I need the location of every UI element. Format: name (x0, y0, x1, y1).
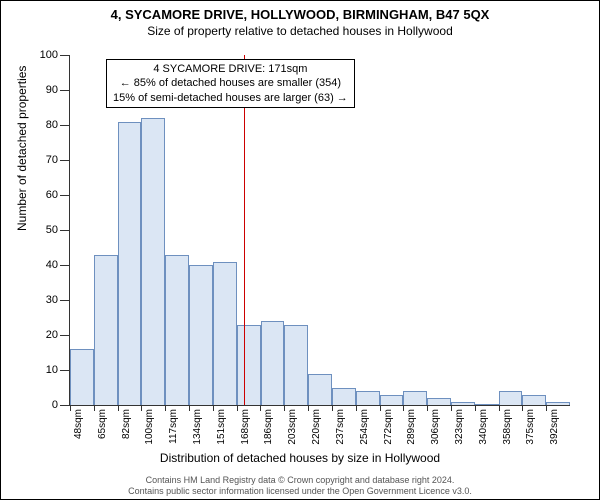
y-tick-label: 70 (46, 154, 58, 166)
histogram-bar (94, 255, 118, 406)
plot-area: 010203040506070809010048sqm65sqm82sqm100… (69, 55, 570, 406)
y-axis-label: Number of detached properties (15, 66, 29, 231)
annotation-line2: ← 85% of detached houses are smaller (35… (113, 76, 348, 90)
y-tick (60, 90, 70, 91)
y-tick (60, 335, 70, 336)
footer-line1: Contains HM Land Registry data © Crown c… (1, 475, 599, 486)
x-tick-label: 237sqm (335, 409, 346, 445)
histogram-bar (213, 262, 237, 406)
histogram-bar (261, 321, 285, 405)
x-tick-label: 289sqm (406, 409, 417, 445)
y-tick (60, 370, 70, 371)
y-tick-label: 30 (46, 294, 58, 306)
y-tick (60, 160, 70, 161)
x-tick (308, 405, 309, 411)
x-tick-label: 254sqm (359, 409, 370, 445)
y-tick-label: 50 (46, 224, 58, 236)
histogram-bar (546, 402, 570, 406)
histogram-bar (70, 349, 94, 405)
x-tick (118, 405, 119, 411)
x-tick-label: 340sqm (478, 409, 489, 445)
x-tick (332, 405, 333, 411)
x-tick (94, 405, 95, 411)
histogram-bar (237, 325, 261, 406)
y-tick-label: 10 (46, 364, 58, 376)
x-tick-label: 48sqm (73, 409, 84, 439)
histogram-bar (380, 395, 404, 406)
x-tick (356, 405, 357, 411)
x-tick-label: 220sqm (311, 409, 322, 445)
annotation-line3: 15% of semi-detached houses are larger (… (113, 91, 348, 105)
histogram-bar (141, 118, 165, 405)
x-tick (189, 405, 190, 411)
x-tick-label: 100sqm (144, 409, 155, 445)
histogram-bar (118, 122, 142, 406)
histogram-bar (165, 255, 189, 406)
y-tick (60, 265, 70, 266)
x-tick (427, 405, 428, 411)
y-tick (60, 195, 70, 196)
x-tick-label: 375sqm (525, 409, 536, 445)
x-tick (141, 405, 142, 411)
histogram-bar (427, 398, 451, 405)
x-axis-label: Distribution of detached houses by size … (1, 451, 599, 465)
footer-attribution: Contains HM Land Registry data © Crown c… (1, 475, 599, 497)
x-tick (213, 405, 214, 411)
histogram-bar (475, 404, 499, 405)
y-tick (60, 300, 70, 301)
x-tick (237, 405, 238, 411)
histogram-bar (189, 265, 213, 405)
x-tick (475, 405, 476, 411)
x-tick (380, 405, 381, 411)
footer-line2: Contains public sector information licen… (1, 486, 599, 497)
histogram-bar (522, 395, 546, 406)
histogram-bar (499, 391, 523, 405)
chart-title: 4, SYCAMORE DRIVE, HOLLYWOOD, BIRMINGHAM… (1, 7, 599, 22)
y-tick-label: 60 (46, 189, 58, 201)
x-tick (499, 405, 500, 411)
y-tick (60, 55, 70, 56)
x-tick-label: 117sqm (168, 409, 179, 444)
histogram-bar (308, 374, 332, 406)
y-tick-label: 100 (40, 49, 58, 61)
y-tick-label: 20 (46, 329, 58, 341)
x-tick-label: 358sqm (502, 409, 513, 445)
y-tick-label: 0 (52, 399, 58, 411)
x-tick-label: 306sqm (430, 409, 441, 445)
x-tick (403, 405, 404, 411)
x-tick-label: 186sqm (263, 409, 274, 445)
x-tick (165, 405, 166, 411)
histogram-bar (403, 391, 427, 405)
x-tick-label: 65sqm (97, 409, 108, 439)
x-tick (546, 405, 547, 411)
x-tick (284, 405, 285, 411)
chart-container: 4, SYCAMORE DRIVE, HOLLYWOOD, BIRMINGHAM… (0, 0, 600, 500)
x-tick-label: 82sqm (121, 409, 132, 439)
y-tick-label: 90 (46, 84, 58, 96)
x-tick-label: 151sqm (216, 409, 227, 445)
y-tick (60, 230, 70, 231)
y-tick-label: 40 (46, 259, 58, 271)
histogram-bar (332, 388, 356, 406)
y-tick-label: 80 (46, 119, 58, 131)
x-tick-label: 168sqm (240, 409, 251, 445)
x-tick (70, 405, 71, 411)
x-tick-label: 272sqm (383, 409, 394, 445)
x-tick (260, 405, 261, 411)
x-tick (451, 405, 452, 411)
x-tick-label: 134sqm (192, 409, 203, 445)
x-tick-label: 323sqm (454, 409, 465, 445)
x-tick-label: 392sqm (549, 409, 560, 445)
x-tick-label: 203sqm (287, 409, 298, 445)
y-tick (60, 125, 70, 126)
annotation-box: 4 SYCAMORE DRIVE: 171sqm← 85% of detache… (106, 59, 355, 108)
y-tick (60, 405, 70, 406)
histogram-bar (284, 325, 308, 406)
histogram-bar (451, 402, 475, 406)
annotation-line1: 4 SYCAMORE DRIVE: 171sqm (113, 62, 348, 76)
x-tick (522, 405, 523, 411)
histogram-bar (356, 391, 380, 405)
chart-subtitle: Size of property relative to detached ho… (1, 24, 599, 38)
